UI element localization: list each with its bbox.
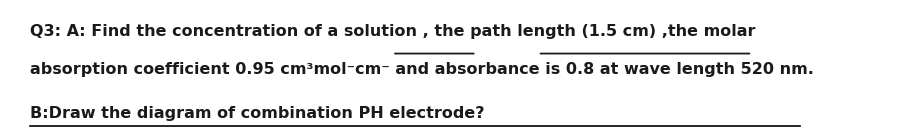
Text: B:Draw the diagram of combination PH electrode?: B:Draw the diagram of combination PH ele… [30,106,484,121]
Text: Q3: A: Find the concentration of a solution , the path length (1.5 cm) ,the mola: Q3: A: Find the concentration of a solut… [30,24,756,39]
Text: absorption coefficient 0.95 cm³mol⁻cm⁻ and absorbance is 0.8 at wave length 520 : absorption coefficient 0.95 cm³mol⁻cm⁻ a… [30,62,814,77]
